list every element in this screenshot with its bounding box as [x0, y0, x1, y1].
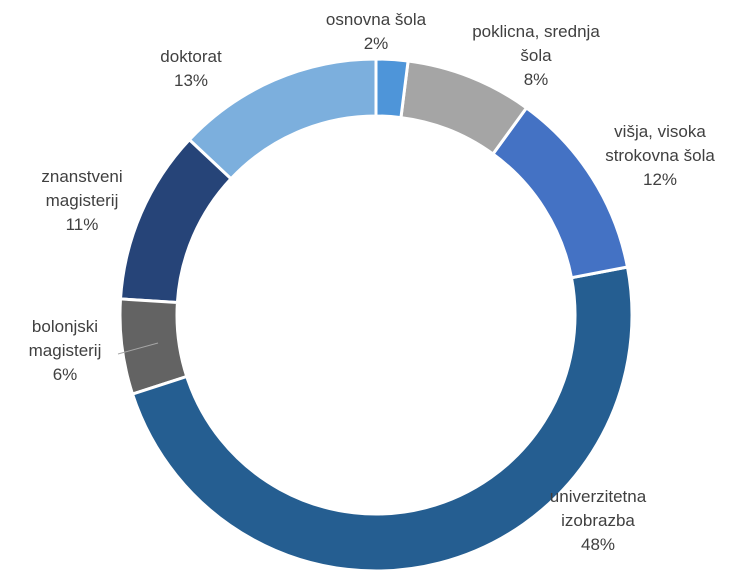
category-label: višja, visoka strokovna šola [605, 122, 715, 165]
donut-slice [130, 265, 634, 570]
donut-slice [118, 297, 189, 396]
data-label: poklicna, srednja šola 8% [461, 20, 611, 92]
value-label: 48% [580, 535, 616, 554]
category-label: osnovna šola [325, 10, 427, 29]
data-label: univerzitetna izobrazba 48% [543, 485, 653, 557]
leader-line [117, 342, 159, 355]
donut-slice [399, 59, 529, 157]
donut-slice [374, 57, 410, 120]
data-label: osnovna šola 2% [301, 8, 451, 56]
value-label: 6% [52, 365, 78, 384]
category-label: bolonjski magisterij [28, 317, 102, 360]
value-label: 13% [173, 71, 209, 90]
donut-slice [118, 137, 234, 305]
category-label: doktorat [160, 47, 222, 66]
data-label: bolonjski magisterij 6% [10, 315, 120, 387]
data-label: doktorat 13% [136, 45, 246, 93]
value-label: 8% [523, 70, 549, 89]
category-label: univerzitetna izobrazba [549, 487, 647, 530]
category-label: znanstveni magisterij [41, 167, 123, 210]
data-label: višja, visoka strokovna šola 12% [595, 120, 725, 192]
data-label: znanstveni magisterij 11% [17, 165, 147, 237]
value-label: 12% [642, 170, 678, 189]
value-label: 2% [363, 34, 389, 53]
value-label: 11% [65, 215, 99, 234]
category-label: poklicna, srednja šola [472, 22, 600, 65]
donut-slice [490, 105, 630, 280]
